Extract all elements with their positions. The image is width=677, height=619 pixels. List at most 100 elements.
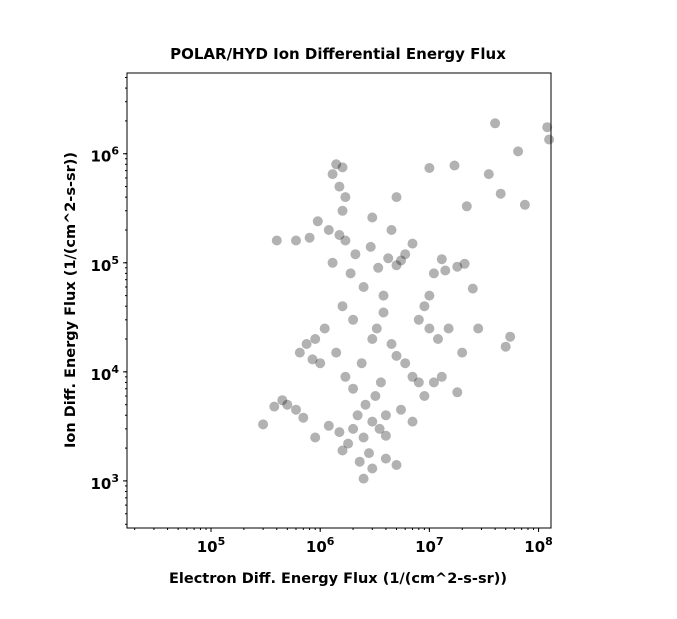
data-point: [354, 456, 365, 467]
data-point: [424, 323, 435, 334]
data-point: [312, 216, 323, 227]
data-point: [258, 419, 269, 430]
data-point: [277, 395, 288, 406]
x-tick-label: 108: [524, 535, 553, 556]
data-point: [356, 358, 367, 369]
data-point: [459, 258, 470, 269]
data-point: [380, 430, 391, 441]
data-point: [340, 371, 351, 382]
data-point: [348, 423, 359, 434]
data-point: [298, 412, 309, 423]
plot-frame: [126, 72, 552, 529]
data-point: [419, 301, 430, 312]
data-point: [352, 410, 363, 421]
data-point: [490, 118, 501, 129]
data-point: [331, 159, 342, 170]
data-point: [400, 358, 411, 369]
data-point: [473, 323, 484, 334]
data-point: [373, 262, 384, 273]
data-point: [358, 432, 369, 443]
data-point: [461, 201, 472, 212]
data-point: [378, 307, 389, 318]
data-point: [348, 314, 359, 325]
data-point: [323, 225, 334, 235]
data-point: [483, 169, 494, 180]
data-point: [519, 199, 530, 210]
data-point: [400, 249, 411, 260]
data-point: [396, 404, 406, 415]
data-point: [542, 122, 553, 133]
data-point: [419, 391, 430, 401]
data-point: [391, 260, 402, 271]
data-point: [428, 377, 439, 388]
data-point: [358, 473, 369, 484]
data-point: [424, 290, 435, 301]
data-point: [364, 448, 374, 459]
data-point: [360, 399, 371, 410]
data-point: [424, 163, 435, 173]
y-axis-ticks: 103 104 105 106: [90, 145, 127, 493]
data-point: [337, 445, 348, 456]
data-point: [319, 323, 330, 334]
data-point: [436, 371, 447, 382]
y-tick-label: 105: [90, 254, 119, 275]
data-point: [413, 377, 424, 388]
x-tick-label: 106: [306, 535, 335, 556]
data-point: [378, 290, 389, 301]
data-point: [391, 350, 402, 361]
data-point: [315, 358, 326, 369]
data-point: [371, 323, 382, 334]
y-tick-label: 106: [90, 145, 119, 166]
data-point: [358, 282, 369, 292]
y-tick-label: 104: [90, 363, 119, 384]
minor-ticks: [125, 77, 540, 530]
y-axis-label: Ion Diff. Energy Flux (1/(cm^2-s-sr)): [63, 152, 79, 448]
data-point: [367, 212, 378, 223]
data-point: [428, 268, 439, 279]
data-point: [467, 283, 478, 294]
data-point: [367, 463, 378, 474]
data-point: [386, 339, 397, 349]
data-point: [443, 323, 454, 334]
data-point: [327, 169, 338, 180]
data-point: [500, 341, 511, 352]
data-point: [495, 188, 506, 199]
data-point: [340, 192, 351, 203]
data-point: [396, 255, 406, 266]
data-point: [433, 334, 443, 344]
data-point: [452, 387, 463, 398]
data-points: [258, 118, 555, 484]
data-point: [337, 301, 348, 312]
data-point: [291, 235, 301, 246]
chart-title: POLAR/HYD Ion Differential Energy Flux: [170, 45, 506, 63]
data-point: [407, 238, 418, 249]
data-point: [367, 334, 378, 344]
data-point: [337, 162, 348, 173]
data-point: [310, 334, 321, 344]
data-point: [386, 225, 397, 235]
data-point: [271, 235, 282, 246]
data-point: [380, 453, 391, 464]
data-point: [334, 230, 345, 240]
data-point: [383, 253, 394, 264]
data-point: [413, 314, 424, 325]
data-point: [340, 235, 351, 246]
data-point: [348, 383, 359, 394]
data-point: [449, 160, 460, 171]
x-tick-label: 105: [197, 535, 226, 556]
data-point: [282, 399, 293, 410]
data-point: [337, 205, 348, 216]
data-point: [331, 347, 342, 358]
data-point: [391, 460, 402, 470]
data-point: [407, 371, 418, 382]
data-point: [269, 401, 280, 412]
data-point: [436, 254, 447, 265]
data-point: [440, 265, 451, 276]
data-point: [343, 438, 354, 449]
x-axis-ticks: 105 106 107 108: [197, 528, 553, 556]
data-point: [365, 241, 376, 252]
data-point: [294, 347, 305, 358]
data-point: [334, 181, 345, 192]
x-axis-label: Electron Diff. Energy Flux (1/(cm^2-s-sr…: [169, 571, 507, 587]
